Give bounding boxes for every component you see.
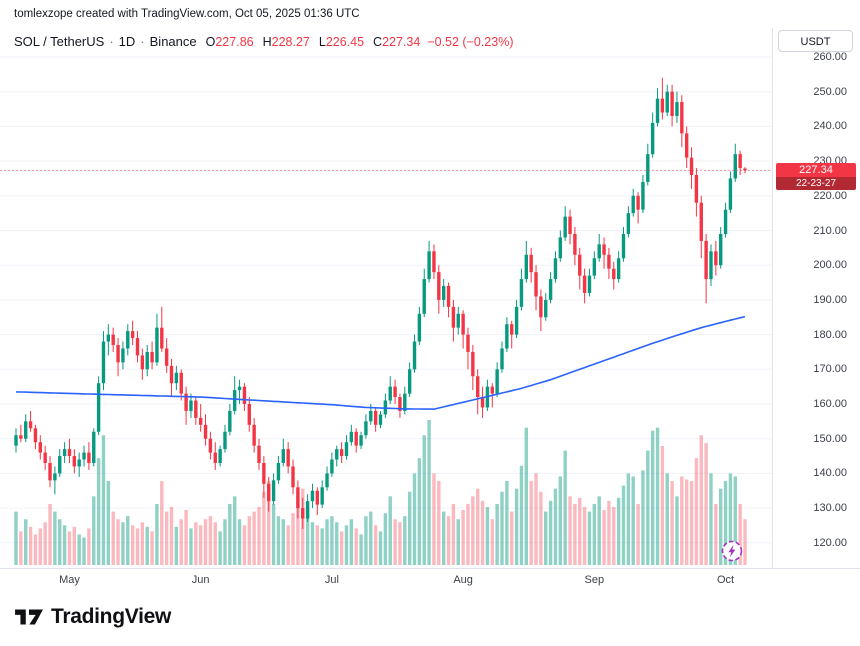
symbol-name[interactable]: SOL / TetherUS [14, 34, 105, 49]
price-tick-label: 160.00 [813, 398, 847, 410]
price-tick-label: 180.00 [813, 328, 847, 341]
exchange-label[interactable]: Binance [149, 34, 197, 49]
price-tick-label: 250.00 [813, 85, 847, 98]
tradingview-logo-text: TradingView [51, 605, 172, 628]
legend-separator: · [109, 34, 114, 49]
price-tick-label: 240.00 [813, 120, 847, 133]
chart-widget: SOL / TetherUS · 1D · Binance O227.86 H228.27 L… [0, 28, 860, 592]
last-price-tag: 227.34 22-23-27 [776, 163, 856, 191]
time-axis-month-label: May [59, 574, 80, 586]
price-tick-label: 260.00 [813, 51, 847, 63]
tradingview-logomark [15, 609, 43, 625]
bar-countdown: 22-23-27 [776, 177, 856, 191]
low-label: L [318, 35, 326, 49]
time-axis[interactable]: May Jun Jul Aug Sep Oct [0, 568, 860, 592]
interval-label[interactable]: 1D [118, 34, 136, 49]
close-label: C [373, 35, 383, 49]
price-axis[interactable]: USDT 260.00 250.00 240.00 230.00 220.00 210.0… [772, 28, 860, 592]
chart-plot-area[interactable] [0, 28, 772, 568]
attribution-text: tomlexzope created with TradingView.com,… [14, 8, 360, 20]
candlestick-chart[interactable] [0, 28, 772, 568]
legend-separator: · [140, 34, 145, 49]
boost-icon[interactable] [720, 539, 744, 563]
price-tick-label: 140.00 [813, 467, 847, 480]
time-axis-month-label: Sep [584, 574, 605, 586]
close-value: 227.34 [382, 35, 421, 49]
tradingview-logo[interactable]: TradingView [14, 605, 171, 629]
time-axis-month-label: Aug [453, 574, 473, 586]
price-tick-label: 200.00 [813, 259, 847, 272]
time-axis-month-label: Oct [716, 574, 735, 586]
symbol-legend: SOL / TetherUS · 1D · Binance O227.86 H228.27 L… [14, 34, 513, 49]
last-price-value: 227.34 [776, 163, 856, 178]
high-label: H [262, 35, 272, 49]
price-tick-label: 220.00 [813, 189, 847, 202]
change-value: −0.52 (−0.23%) [427, 35, 514, 49]
price-tick-label: 130.00 [813, 502, 847, 515]
price-tick-label: 170.00 [813, 363, 847, 376]
footer: TradingView [0, 592, 860, 646]
price-tick-label: 210.00 [813, 224, 847, 237]
low-value: 226.45 [325, 35, 365, 49]
time-axis-month-label: Jun [191, 574, 210, 586]
time-axis-month-label: Jul [324, 574, 339, 586]
price-tick-label: 190.00 [813, 293, 847, 306]
currency-toggle-usdt[interactable]: USDT [778, 30, 853, 52]
high-value: 228.27 [271, 35, 310, 49]
price-tick-label: 150.00 [813, 432, 847, 445]
price-tick-label: 120.00 [813, 536, 847, 549]
open-label: O [205, 35, 216, 49]
open-value: 227.86 [215, 35, 254, 49]
